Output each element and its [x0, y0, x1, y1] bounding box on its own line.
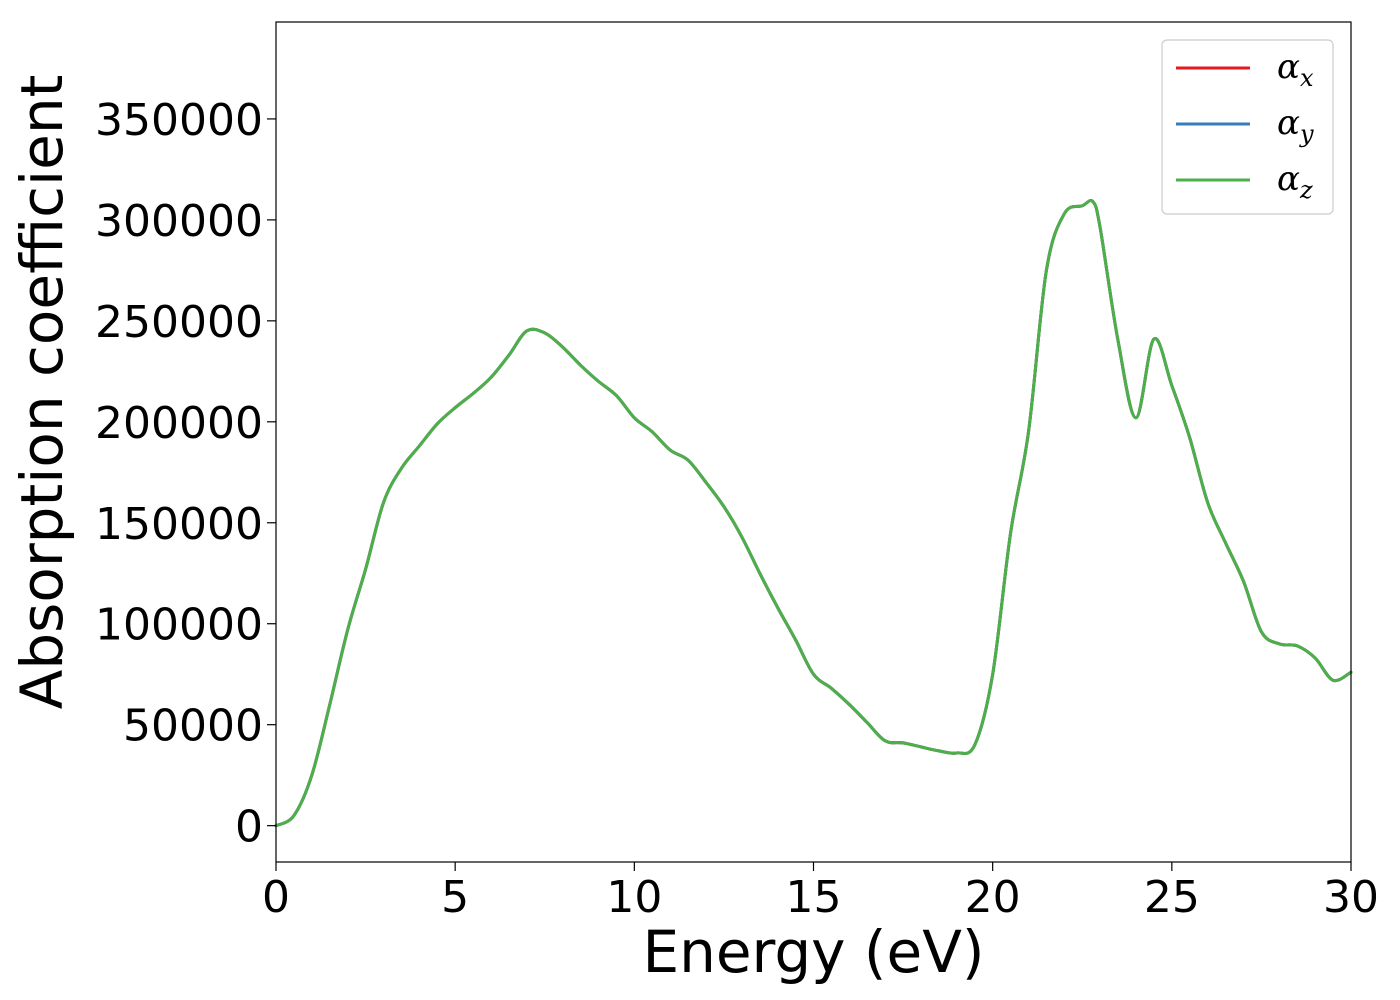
- legend-subscript-y: y: [1299, 120, 1314, 148]
- series-line-z: [274, 199, 1353, 828]
- y-tick-label: 100000: [95, 600, 263, 651]
- x-axis: 0 5 10 15 20 25 30: [262, 862, 1379, 923]
- y-tick-label: 150000: [95, 499, 263, 550]
- x-axis-title: Energy (eV): [642, 918, 984, 986]
- x-tick-label: 30: [1323, 872, 1379, 923]
- legend-box: [1161, 39, 1334, 215]
- y-tick-label: 200000: [95, 398, 263, 449]
- x-tick-label: 15: [786, 872, 842, 923]
- y-tick-label: 50000: [123, 701, 263, 752]
- legend-label-x: αx: [1277, 47, 1314, 92]
- y-tick-label: 0: [235, 802, 263, 853]
- series-line-y: [274, 199, 1353, 828]
- legend-subscript-z: z: [1299, 176, 1313, 204]
- x-tick-label: 20: [965, 872, 1021, 923]
- y-tick-label: 250000: [95, 297, 263, 348]
- x-tick-label: 5: [441, 872, 469, 923]
- x-tick-label: 10: [606, 872, 662, 923]
- x-tick-label: 0: [262, 872, 290, 923]
- legend-subscript-x: x: [1300, 64, 1314, 92]
- y-axis: 0 50000 100000 150000 200000 250000 300000 3500…: [95, 95, 276, 853]
- series-line-x: [274, 199, 1353, 828]
- y-tick-label: 350000: [95, 95, 263, 146]
- legend-label-y: αy: [1277, 103, 1314, 148]
- x-tick-label: 25: [1144, 872, 1200, 923]
- series-lines: [274, 199, 1353, 828]
- y-axis-title: Absorption coefficient: [8, 75, 76, 710]
- y-tick-label: 300000: [95, 196, 263, 247]
